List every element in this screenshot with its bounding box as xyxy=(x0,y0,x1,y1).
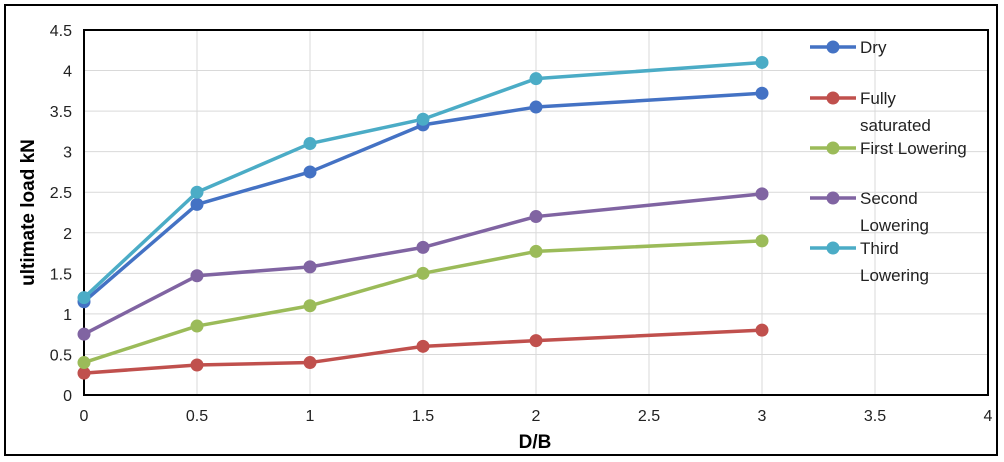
data-point xyxy=(529,210,543,224)
x-tick-label: 1.5 xyxy=(412,408,434,425)
data-point xyxy=(303,165,317,179)
data-point xyxy=(190,185,204,199)
series-line xyxy=(83,328,763,375)
legend-label: Third xyxy=(860,239,899,258)
legend-marker xyxy=(826,141,840,155)
data-point xyxy=(755,323,769,337)
series-line xyxy=(83,239,763,365)
y-tick-label: 3.5 xyxy=(50,104,72,121)
series-first-lowering xyxy=(77,234,769,370)
y-tick-label: 4 xyxy=(63,64,72,81)
legend-item: Fully saturated xyxy=(810,89,931,135)
data-point xyxy=(416,266,430,280)
y-tick-label: 1.5 xyxy=(50,266,72,283)
data-point xyxy=(303,299,317,313)
data-point xyxy=(529,100,543,114)
data-point xyxy=(529,72,543,86)
x-tick-label: 0 xyxy=(80,408,89,425)
legend-marker xyxy=(826,191,840,205)
series-fully-saturated xyxy=(77,323,769,380)
series-layer xyxy=(77,55,769,380)
data-point xyxy=(190,269,204,283)
data-point xyxy=(77,366,91,380)
x-tick-label: 0.5 xyxy=(186,408,208,425)
data-point xyxy=(303,356,317,370)
legend-label: saturated xyxy=(860,116,931,135)
x-tick-label: 4 xyxy=(984,408,993,425)
data-point xyxy=(77,291,91,305)
data-point xyxy=(416,339,430,353)
plot-area xyxy=(83,29,989,396)
data-point xyxy=(303,260,317,274)
data-point xyxy=(529,334,543,348)
x-axis-label: D/B xyxy=(519,432,552,453)
data-point xyxy=(190,197,204,211)
legend-label: Lowering xyxy=(860,216,929,235)
y-tick-label: 2 xyxy=(63,226,72,243)
legend-label: Lowering xyxy=(860,266,929,285)
data-point xyxy=(416,240,430,254)
y-tick-label: 4.5 xyxy=(50,23,72,40)
y-tick-label: 0 xyxy=(63,388,72,405)
legend-marker xyxy=(826,40,840,54)
legend-marker xyxy=(826,241,840,255)
legend-item: Second Lowering xyxy=(810,189,929,235)
series-line xyxy=(82,60,763,299)
data-point xyxy=(190,319,204,333)
legend-item: First Lowering xyxy=(810,139,967,158)
legend-label: Dry xyxy=(860,38,887,57)
series-line xyxy=(82,91,763,304)
data-point xyxy=(77,356,91,370)
legend: Dry Fully saturated First Lowering Second Low… xyxy=(810,38,967,285)
data-point xyxy=(190,358,204,372)
data-point xyxy=(755,234,769,248)
data-point xyxy=(755,187,769,201)
x-tick-label: 1 xyxy=(306,408,315,425)
y-tick-label: 0.5 xyxy=(50,347,72,364)
legend-item: Dry xyxy=(810,38,887,57)
series-third-lowering xyxy=(77,55,769,305)
series-second-lowering xyxy=(77,187,769,341)
legend-label: First Lowering xyxy=(860,139,967,158)
data-point xyxy=(303,137,317,151)
x-tick-label: 3.5 xyxy=(864,408,886,425)
y-tick-label: 3 xyxy=(63,145,72,162)
legend-label: Second xyxy=(860,189,918,208)
x-tick-label: 3 xyxy=(758,408,767,425)
series-line xyxy=(83,192,763,336)
axis-ticks: 0 0.5 1 1.5 2 2.5 3 3.5 4 4.5 0 0.5 1 1.5 2 2.5 3 3.5 4 xyxy=(50,23,993,425)
x-tick-label: 2 xyxy=(532,408,541,425)
y-axis-label: ultimate load kN xyxy=(18,139,39,286)
legend-marker xyxy=(826,91,840,105)
data-point xyxy=(755,55,769,69)
legend-label: Fully xyxy=(860,89,896,108)
x-tick-label: 2.5 xyxy=(638,408,660,425)
data-point xyxy=(77,327,91,341)
data-point xyxy=(529,244,543,258)
y-tick-label: 2.5 xyxy=(50,185,72,202)
data-point xyxy=(416,112,430,126)
data-point xyxy=(755,86,769,100)
legend-item: Third Lowering xyxy=(810,239,929,285)
y-tick-label: 1 xyxy=(63,307,72,324)
